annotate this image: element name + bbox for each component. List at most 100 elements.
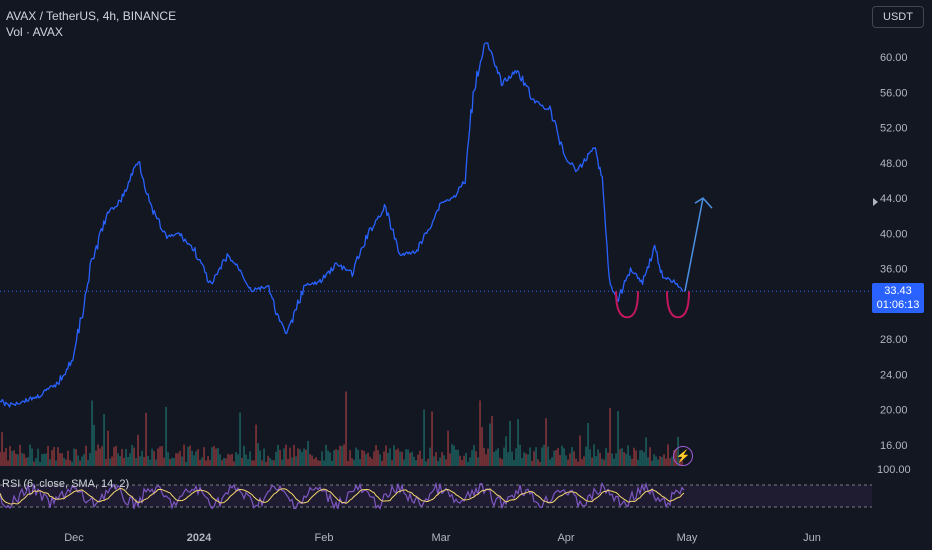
volume-bar: [179, 450, 181, 466]
volume-bar: [497, 448, 499, 466]
volume-bar: [325, 444, 327, 466]
price-tick-label: 48.00: [880, 158, 908, 170]
volume-bar: [273, 460, 275, 466]
volume-bar: [235, 452, 237, 466]
symbol-title[interactable]: AVAX / TetherUS, 4h, BINANCE: [6, 9, 177, 23]
volume-bar: [661, 456, 663, 466]
volume-bar: [573, 451, 575, 466]
volume-bar: [635, 450, 637, 466]
volume-bar: [593, 444, 595, 466]
volume-bar: [627, 445, 629, 466]
volume-bar: [507, 452, 509, 466]
volume-bar: [101, 446, 103, 466]
volume-bar: [271, 459, 273, 466]
volume-bar: [229, 454, 231, 466]
volume-bar: [7, 460, 9, 466]
volume-bar: [305, 449, 307, 466]
volume-bar: [523, 452, 525, 466]
volume-bar: [659, 456, 661, 466]
volume-bar: [251, 460, 253, 466]
volume-bar: [249, 451, 251, 466]
volume-bar: [261, 460, 263, 466]
volume-bar: [193, 455, 195, 466]
volume-bar: [9, 446, 11, 466]
volume-bar: [135, 458, 137, 466]
volume-bar: [165, 406, 167, 466]
volume-bar: [459, 455, 461, 466]
volume-bar: [371, 458, 373, 466]
volume-bar: [579, 435, 581, 466]
volume-bar: [39, 461, 41, 466]
volume-bar: [495, 450, 497, 466]
volume-bar: [337, 450, 339, 466]
volume-bar: [65, 459, 67, 466]
volume-bar: [539, 461, 541, 466]
volume-bar: [255, 424, 257, 466]
last-price-value: 33.43: [884, 285, 912, 297]
volume-bar: [365, 454, 367, 466]
volume-bar: [591, 457, 593, 466]
currency-button[interactable]: USDT: [872, 6, 924, 28]
volume-bar: [605, 448, 607, 466]
volume-bar: [323, 460, 325, 466]
volume-bar: [41, 454, 43, 466]
volume-bar: [533, 451, 535, 466]
volume-bar: [203, 447, 205, 466]
volume-bar: [33, 461, 35, 466]
volume-bar: [361, 449, 363, 466]
volume-bar: [425, 461, 427, 466]
volume-bar: [61, 453, 63, 466]
volume-bar: [259, 450, 261, 466]
double-bottom-pattern: [615, 197, 713, 319]
volume-bar: [567, 459, 569, 466]
lightning-icon[interactable]: ⚡: [673, 446, 693, 466]
volume-bar: [549, 459, 551, 466]
volume-legend[interactable]: Vol · AVAX: [6, 25, 63, 39]
time-tick-label: 2024: [187, 532, 212, 544]
volume-bar: [129, 453, 131, 466]
volume-bar: [369, 456, 371, 466]
volume-bar: [53, 447, 55, 466]
volume-bar: [525, 453, 527, 466]
volume-bar: [595, 456, 597, 466]
volume-bar: [21, 453, 23, 466]
bar-countdown: 01:06:13: [876, 299, 920, 311]
volume-bar: [155, 459, 157, 466]
volume-bar: [253, 460, 255, 466]
volume-bar: [389, 448, 391, 466]
volume-bar: [227, 453, 229, 466]
volume-bar: [587, 423, 589, 466]
volume-bar: [107, 430, 109, 466]
rsi-legend[interactable]: RSI (6, close, SMA, 14, 2): [2, 478, 130, 490]
volume-bar: [263, 448, 265, 466]
volume-bar: [105, 458, 107, 466]
volume-bar: [0, 452, 1, 466]
volume-bar: [405, 449, 407, 466]
volume-bar: [221, 460, 223, 466]
volume-bar: [75, 449, 77, 466]
volume-bar: [629, 455, 631, 466]
price-tick-label: 52.00: [880, 123, 908, 135]
volume-bar: [297, 448, 299, 466]
volume-bar: [189, 445, 191, 466]
volume-bar: [385, 445, 387, 466]
volume-bar: [453, 445, 455, 466]
volume-bar: [97, 444, 99, 466]
rsi-ma-line: [0, 487, 685, 505]
volume-bar: [657, 459, 659, 466]
volume-bar: [557, 448, 559, 466]
volume-bar: [465, 452, 467, 466]
volume-bar: [541, 447, 543, 466]
volume-bar: [49, 459, 51, 466]
volume-bar: [329, 452, 331, 466]
volume-bar: [619, 449, 621, 466]
volume-bar: [279, 450, 281, 466]
volume-bar: [409, 452, 411, 466]
volume-bar: [285, 444, 287, 466]
volume-bar: [333, 450, 335, 466]
volume-bar: [383, 451, 385, 466]
volume-bar: [543, 444, 545, 466]
volume-bar: [407, 449, 409, 466]
time-tick-label: May: [677, 532, 698, 544]
